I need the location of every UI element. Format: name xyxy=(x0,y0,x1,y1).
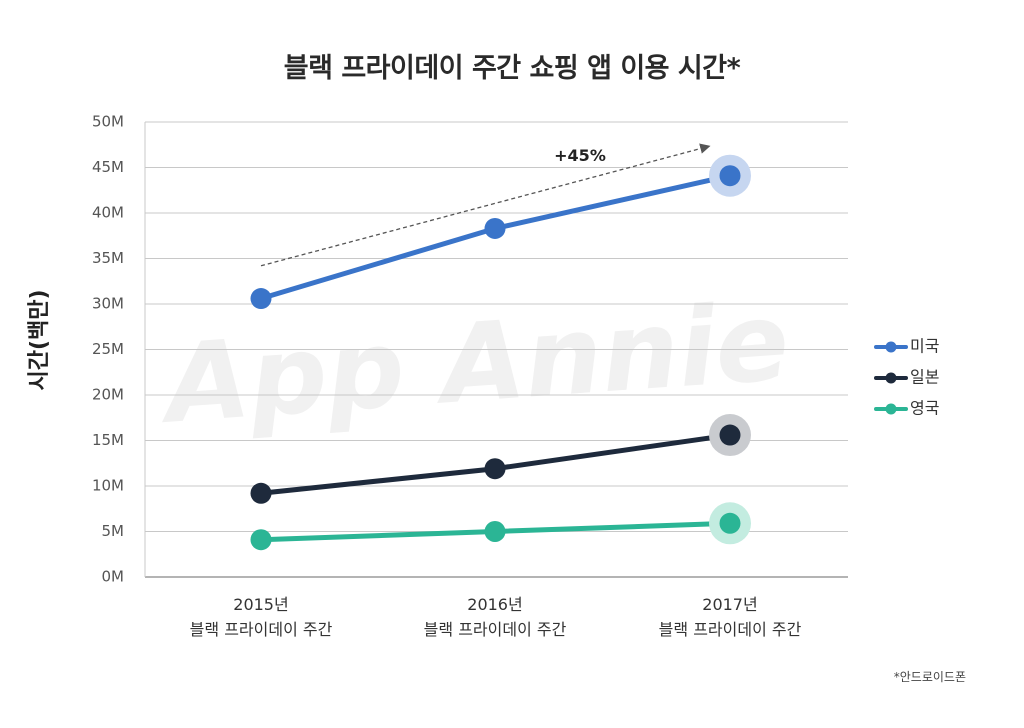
data-point xyxy=(719,165,741,187)
growth-annotation: +45% xyxy=(554,146,606,165)
data-point xyxy=(250,288,272,310)
y-tick-label: 50M xyxy=(92,113,124,131)
legend-label: 영국 xyxy=(910,399,939,418)
legend-marker xyxy=(885,372,897,384)
y-tick-label: 35M xyxy=(92,249,124,267)
x-tick-label: 2016년 xyxy=(467,595,522,614)
y-tick-label: 25M xyxy=(92,340,124,358)
legend-item: 영국 xyxy=(874,399,939,418)
data-point xyxy=(484,521,506,542)
series-layer xyxy=(250,154,751,551)
data-point xyxy=(484,458,506,480)
y-tick-label: 5M xyxy=(102,522,125,540)
legend-label: 미국 xyxy=(910,337,939,356)
legend-label: 일본 xyxy=(910,368,939,387)
x-tick-label: 2017년 xyxy=(702,595,757,614)
data-point xyxy=(250,482,272,504)
footnote: *안드로이드폰 xyxy=(893,670,966,684)
legend-marker xyxy=(885,341,897,353)
y-tick-label: 10M xyxy=(92,477,124,495)
annotation-layer: +45% xyxy=(260,143,711,267)
y-tick-label: 0M xyxy=(102,568,125,586)
data-point xyxy=(719,512,741,534)
x-tick-label: 블랙 프라이데이 주간 xyxy=(190,620,333,639)
watermark: App Annie xyxy=(154,279,793,448)
series-영국 xyxy=(250,502,751,551)
x-tick-label: 2015년 xyxy=(233,595,288,614)
data-point xyxy=(484,217,506,239)
data-point xyxy=(250,529,272,551)
legend-marker xyxy=(885,403,897,415)
legend-item: 미국 xyxy=(874,337,939,356)
data-point xyxy=(719,424,741,446)
y-tick-label: 30M xyxy=(92,295,124,313)
y-tick-label: 40M xyxy=(92,204,124,222)
y-tick-label: 20M xyxy=(92,386,124,404)
series-일본 xyxy=(250,414,751,504)
series-미국 xyxy=(250,154,751,310)
legend-item: 일본 xyxy=(874,368,939,387)
y-axis-label: 시간(백만) xyxy=(27,289,52,390)
x-tick-label: 블랙 프라이데이 주간 xyxy=(424,620,567,639)
chart-title: 블랙 프라이데이 주간 쇼핑 앱 이용 시간* xyxy=(283,53,741,84)
y-tick-label: 45M xyxy=(92,158,124,176)
x-tick-label: 블랙 프라이데이 주간 xyxy=(659,620,802,639)
y-tick-label: 15M xyxy=(92,431,124,449)
trend-arrow xyxy=(260,143,711,267)
